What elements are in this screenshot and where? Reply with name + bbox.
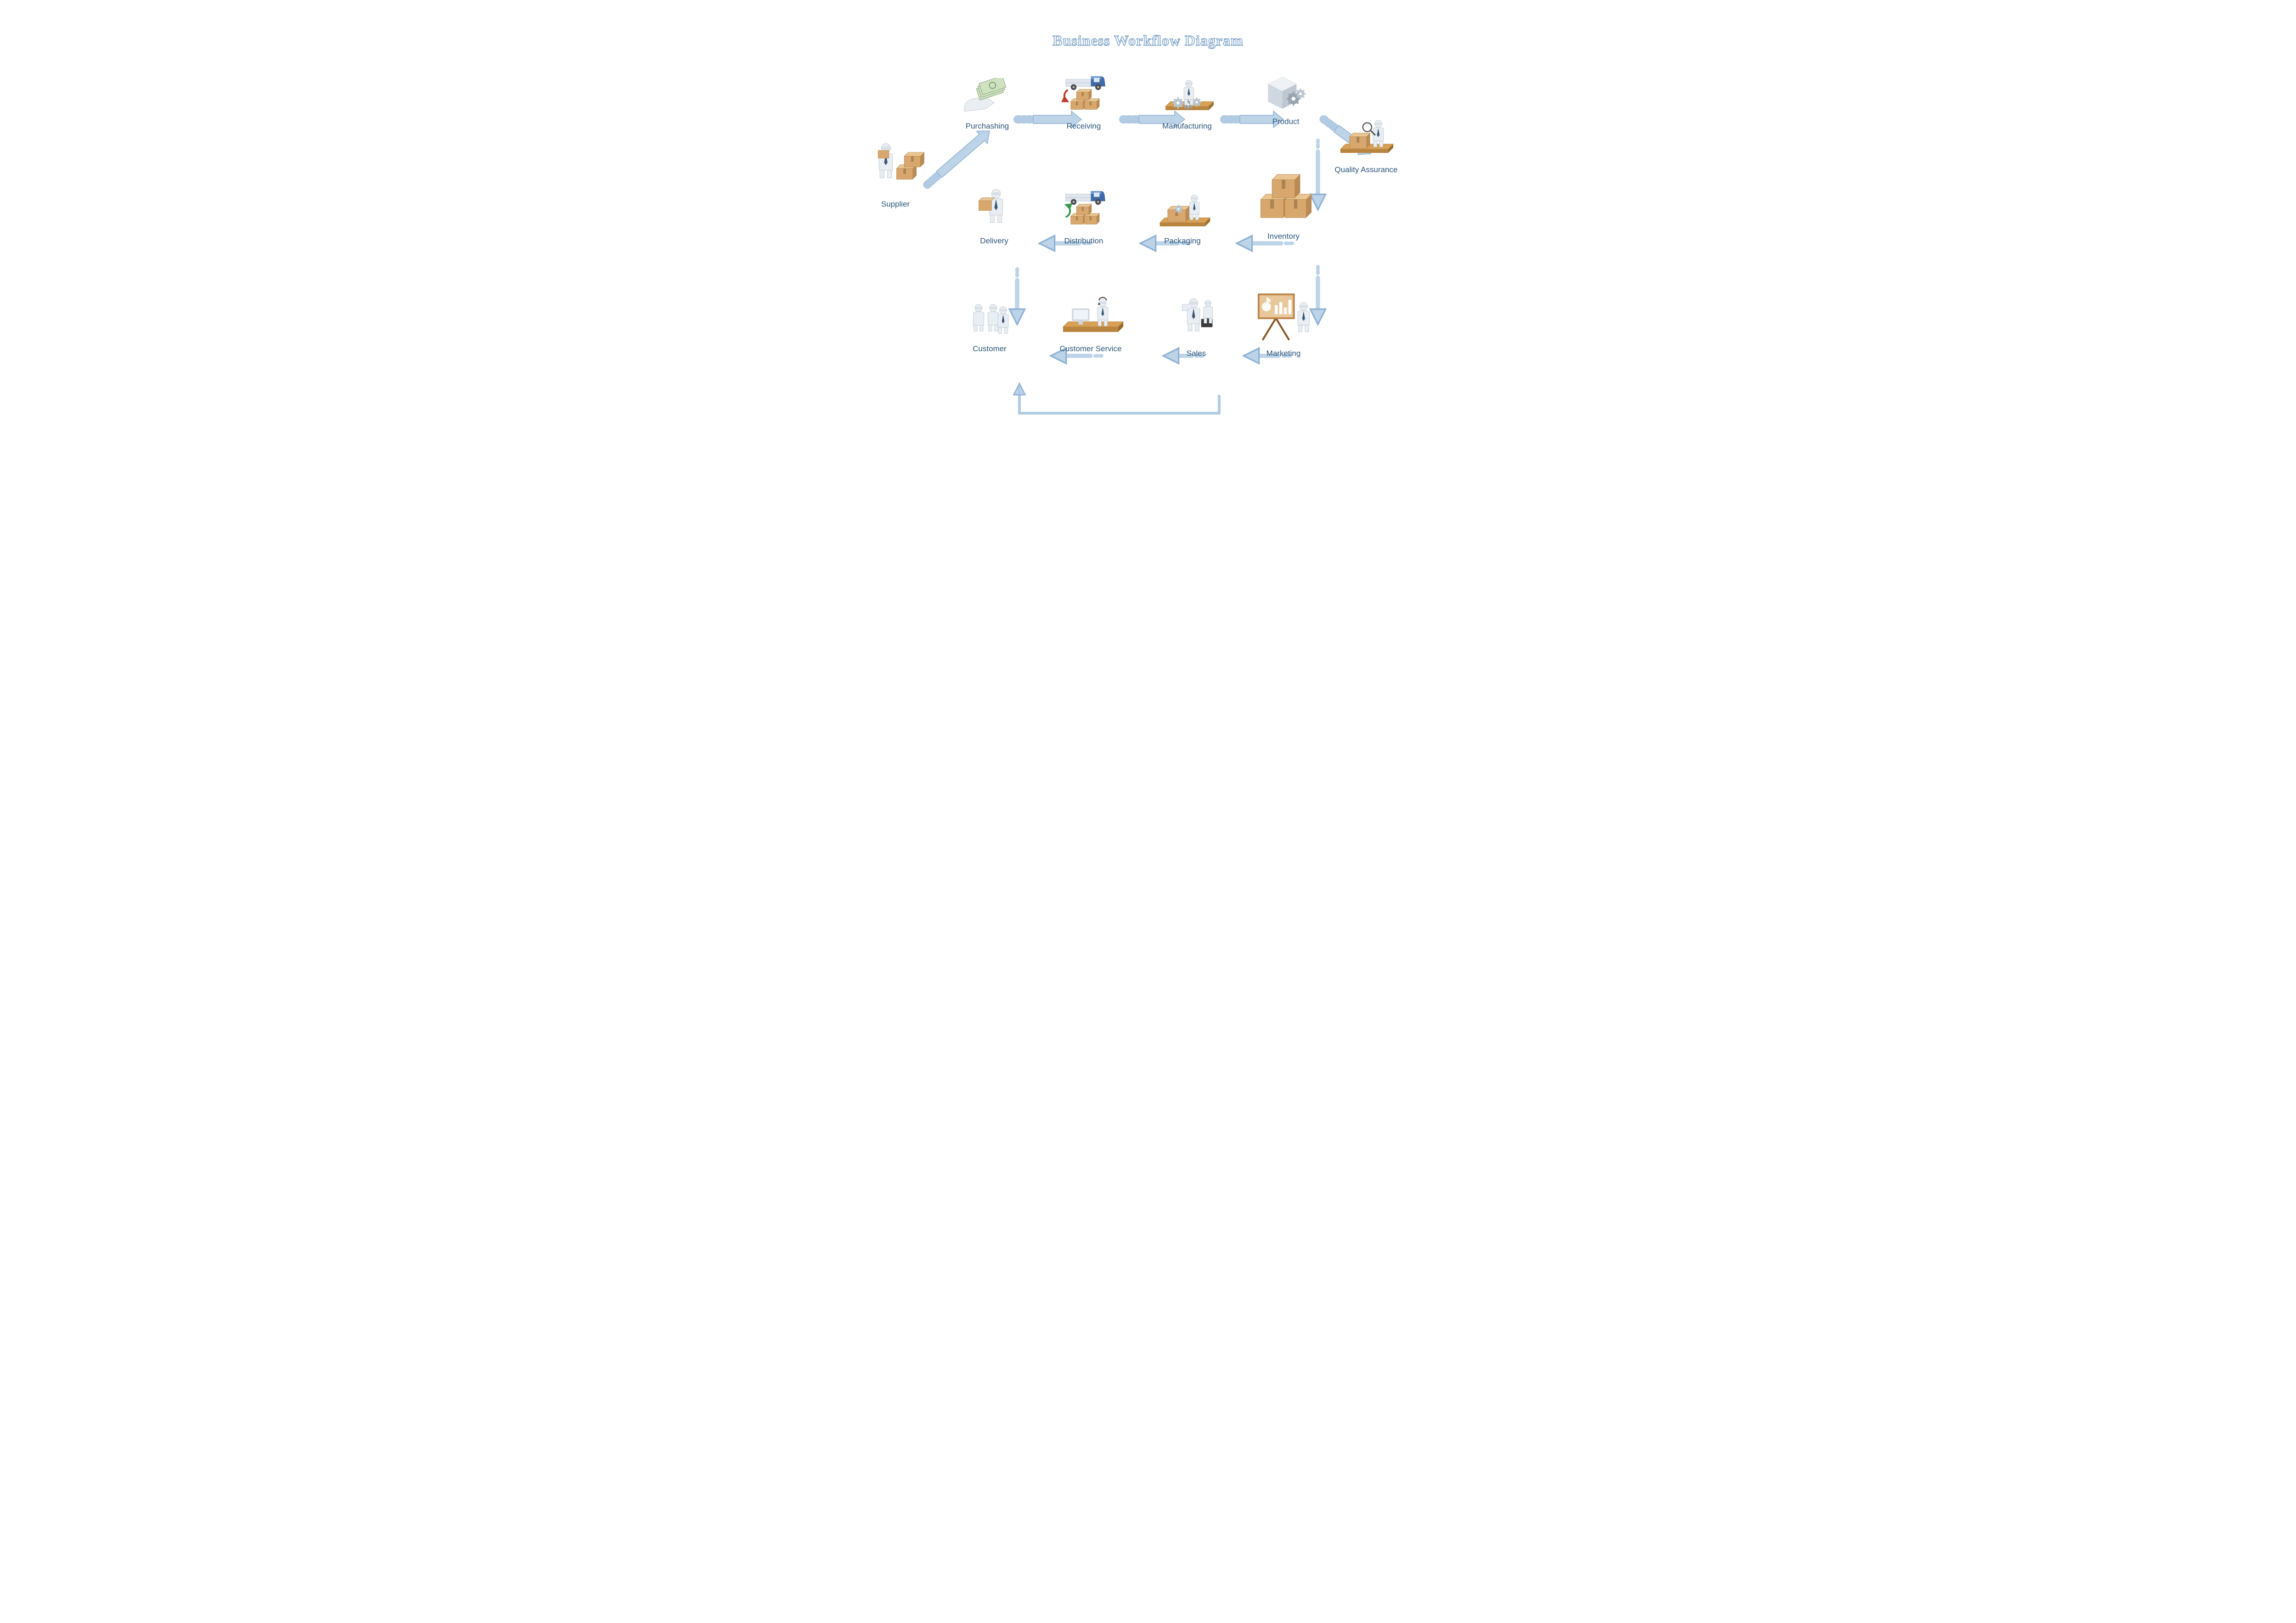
box-stack-icon bbox=[1247, 170, 1320, 229]
node-marketing: Marketing bbox=[1244, 287, 1322, 358]
node-label: Packaging bbox=[1148, 236, 1217, 246]
node-label: Manufacturing bbox=[1153, 122, 1221, 131]
node-sales: Sales bbox=[1166, 287, 1226, 358]
hand-cash-icon bbox=[953, 78, 1022, 119]
node-label: Distribution bbox=[1047, 236, 1120, 246]
node-delivery: Delivery bbox=[964, 179, 1024, 246]
person-briefcase-icon bbox=[1166, 287, 1226, 346]
edge-arrow bbox=[927, 131, 990, 185]
person-inspect-icon bbox=[1327, 112, 1405, 163]
node-label: Product bbox=[1254, 117, 1318, 126]
node-label: Quality Assurance bbox=[1327, 165, 1405, 174]
person-boxes-icon bbox=[861, 133, 930, 197]
node-customer: Customer bbox=[955, 292, 1024, 354]
person-desk-icon bbox=[1047, 292, 1134, 342]
node-manufacturing: Manufacturing bbox=[1153, 73, 1221, 131]
node-label: Receiving bbox=[1047, 122, 1120, 131]
people-group-icon bbox=[955, 292, 1024, 342]
node-distribution: Distribution bbox=[1047, 188, 1120, 246]
node-product: Product bbox=[1254, 73, 1318, 126]
node-supplier: Supplier bbox=[861, 133, 930, 209]
node-label: Customer Service bbox=[1047, 344, 1134, 354]
node-label: Supplier bbox=[861, 200, 930, 209]
node-label: Purchashing bbox=[953, 122, 1022, 131]
node-packaging: Packaging bbox=[1148, 188, 1217, 246]
truck-unload-icon bbox=[1047, 73, 1120, 119]
person-board-icon bbox=[1244, 287, 1322, 346]
node-label: Delivery bbox=[964, 236, 1024, 246]
node-label: Marketing bbox=[1244, 349, 1322, 358]
node-purchasing: Purchashing bbox=[953, 78, 1022, 131]
person-pack-icon bbox=[1148, 188, 1217, 234]
edge-arrow bbox=[1019, 386, 1219, 413]
node-receiving: Receiving bbox=[1047, 73, 1120, 131]
node-inventory: Inventory bbox=[1247, 170, 1320, 241]
person-gears-icon bbox=[1153, 73, 1221, 119]
person-carry-icon bbox=[964, 179, 1024, 234]
truck-load-icon bbox=[1047, 188, 1120, 234]
node-label: Customer bbox=[955, 344, 1024, 354]
node-label: Inventory bbox=[1247, 232, 1320, 241]
workflow-diagram: Business Workflow Diagram bbox=[836, 0, 1460, 441]
node-qa: Quality Assurance bbox=[1327, 112, 1405, 174]
cube-gear-icon bbox=[1254, 73, 1318, 114]
node-customer_service: Customer Service bbox=[1047, 292, 1134, 354]
node-label: Sales bbox=[1166, 349, 1226, 358]
